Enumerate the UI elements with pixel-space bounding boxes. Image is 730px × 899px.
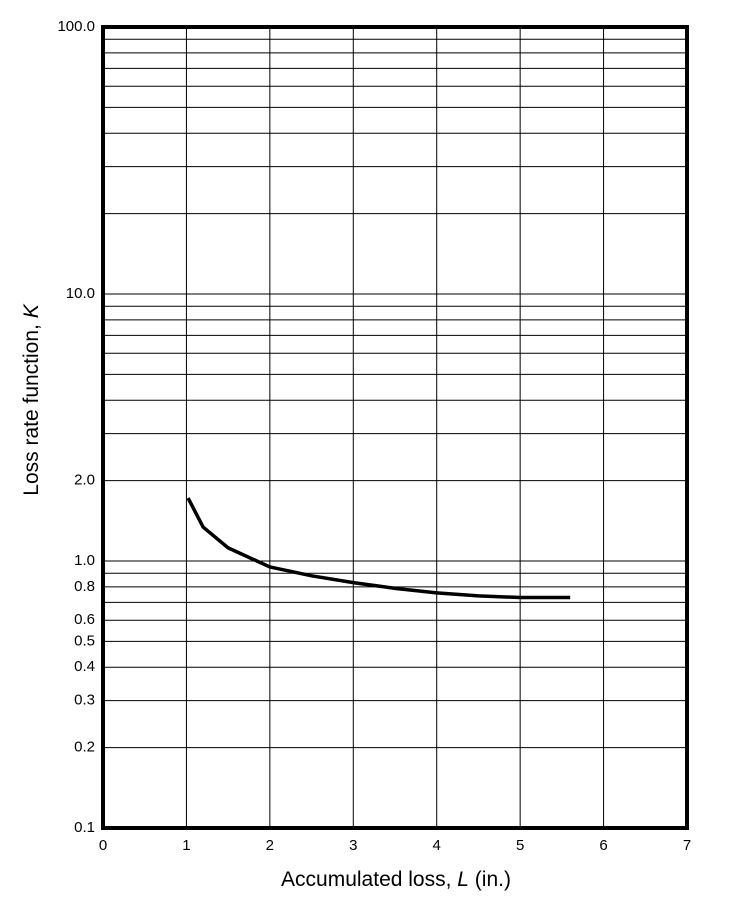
y-tick-label: 0.8 bbox=[74, 578, 95, 595]
y-axis-title-part: Loss rate function, bbox=[20, 318, 43, 495]
x-tick-label: 2 bbox=[266, 837, 274, 854]
y-tick-label: 2.0 bbox=[74, 472, 95, 489]
y-tick-label: 0.2 bbox=[74, 739, 95, 756]
y-tick-label: 10.0 bbox=[66, 285, 95, 302]
x-tick-label: 5 bbox=[516, 837, 524, 854]
y-axis-title: Loss rate function, K bbox=[20, 303, 43, 495]
x-tick-label: 4 bbox=[433, 837, 441, 854]
x-axis-title: Accumulated loss, L (in.) bbox=[281, 868, 511, 891]
y-tick-label: 0.3 bbox=[74, 692, 95, 709]
y-tick-label: 0.1 bbox=[74, 819, 95, 836]
y-tick-label: 1.0 bbox=[74, 552, 95, 569]
x-tick-label: 0 bbox=[99, 837, 107, 854]
y-axis-title-part: K bbox=[20, 303, 43, 318]
y-tick-label: 100.0 bbox=[57, 18, 95, 35]
y-tick-label: 0.4 bbox=[74, 658, 95, 675]
x-tick-label: 3 bbox=[349, 837, 357, 854]
plot-frame bbox=[101, 25, 689, 830]
data-line bbox=[186, 497, 571, 600]
x-tick-label: 7 bbox=[683, 837, 691, 854]
x-tick-label: 1 bbox=[182, 837, 190, 854]
x-axis-title-part: (in.) bbox=[469, 868, 511, 891]
x-axis-title-part: Accumulated loss, bbox=[281, 868, 457, 891]
x-axis-title-part: L bbox=[457, 868, 469, 891]
y-tick-label: 0.6 bbox=[74, 611, 95, 628]
y-tick-label: 0.5 bbox=[74, 632, 95, 649]
x-tick-label: 6 bbox=[599, 837, 607, 854]
